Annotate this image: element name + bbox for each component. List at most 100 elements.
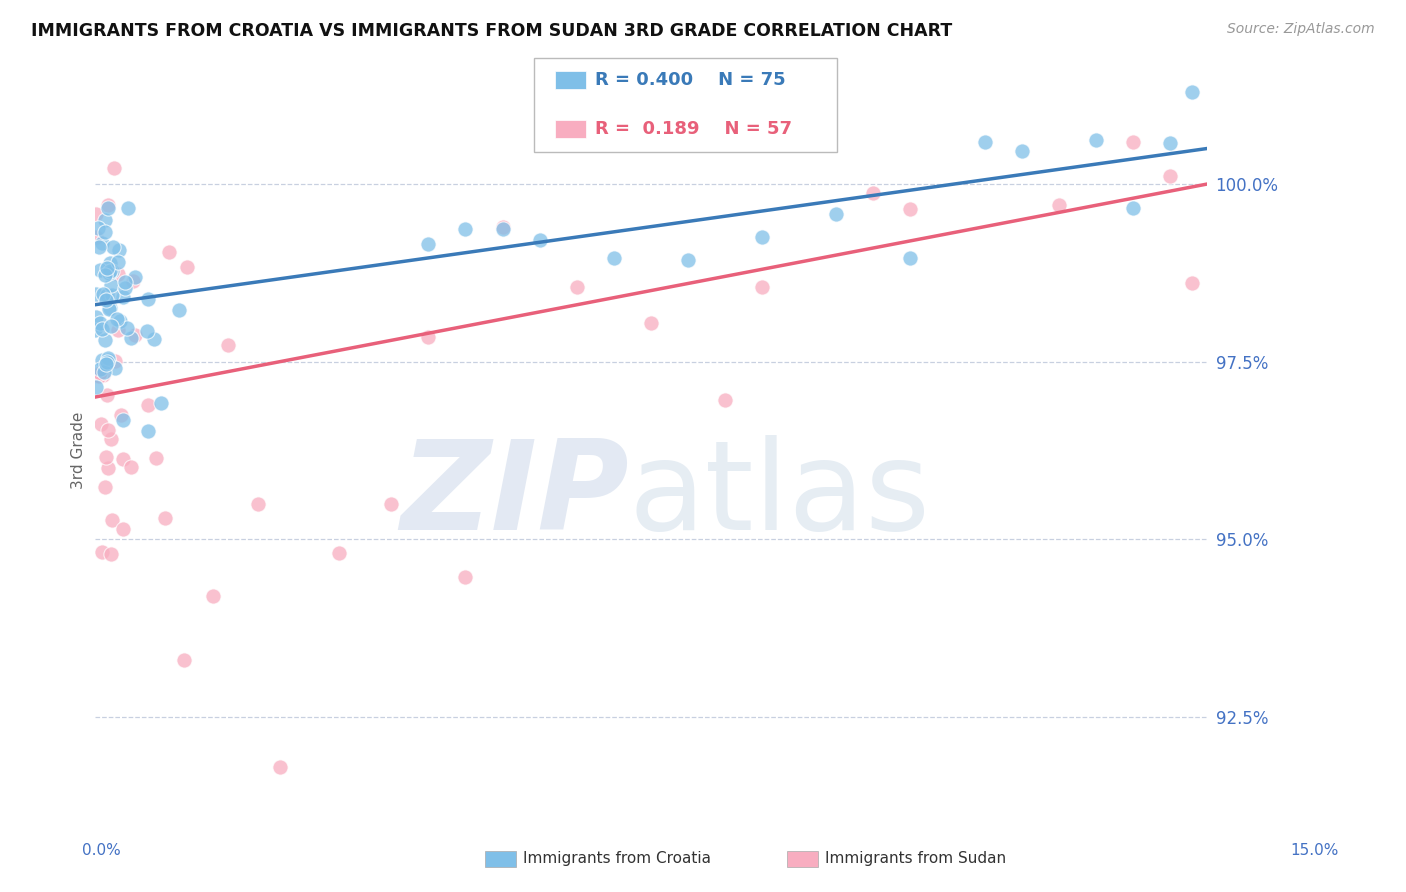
Point <box>94 213 117 227</box>
Point <box>97 201 120 215</box>
Point <box>603 251 626 265</box>
Point <box>84 323 107 337</box>
Point <box>103 161 125 175</box>
Point <box>900 202 922 217</box>
Point <box>900 251 922 265</box>
Point <box>169 303 191 318</box>
Point <box>1047 198 1070 212</box>
Point <box>145 450 167 465</box>
Point <box>136 324 159 338</box>
Point <box>98 301 121 316</box>
Point <box>94 225 117 239</box>
Point <box>110 408 132 422</box>
Point <box>89 366 111 380</box>
Point <box>202 589 225 603</box>
Point <box>104 353 127 368</box>
Point <box>96 261 118 276</box>
Point <box>101 264 124 278</box>
Point <box>86 286 108 301</box>
Point <box>1122 135 1144 149</box>
Text: 15.0%: 15.0% <box>1291 843 1339 857</box>
Point <box>1159 169 1181 183</box>
Point <box>84 310 107 325</box>
Point <box>107 255 129 269</box>
Point <box>143 332 166 346</box>
Point <box>89 316 111 330</box>
Point <box>136 293 159 307</box>
Point <box>96 357 118 371</box>
Point <box>97 460 120 475</box>
Point <box>217 338 239 352</box>
Point <box>84 207 107 221</box>
Point <box>84 380 107 394</box>
Point <box>153 510 176 524</box>
Text: ZIP: ZIP <box>399 434 628 556</box>
Point <box>112 290 135 304</box>
Point <box>97 266 120 280</box>
Point <box>115 320 138 334</box>
Point <box>105 312 128 326</box>
Point <box>825 207 848 221</box>
Point <box>104 360 127 375</box>
Text: R = 0.400    N = 75: R = 0.400 N = 75 <box>595 71 786 89</box>
Point <box>93 333 115 347</box>
Point <box>89 263 111 277</box>
Point <box>117 201 139 215</box>
Point <box>120 331 142 345</box>
Point <box>454 221 477 235</box>
Point <box>91 352 114 367</box>
Point <box>1181 276 1204 290</box>
Point <box>246 497 269 511</box>
Point <box>454 569 477 583</box>
Point <box>136 398 159 412</box>
Point <box>90 545 112 559</box>
Text: R =  0.189    N = 57: R = 0.189 N = 57 <box>595 120 792 138</box>
Text: Immigrants from Sudan: Immigrants from Sudan <box>825 852 1007 866</box>
Point <box>96 388 118 402</box>
Point <box>973 135 995 149</box>
Point <box>91 286 114 301</box>
Text: 0.0%: 0.0% <box>82 843 121 857</box>
Point <box>94 268 117 283</box>
Y-axis label: 3rd Grade: 3rd Grade <box>72 412 86 489</box>
Point <box>100 318 122 333</box>
Point <box>112 452 135 467</box>
Point <box>114 281 136 295</box>
Point <box>751 279 773 293</box>
Point <box>94 450 117 464</box>
Point <box>120 459 142 474</box>
Point <box>87 240 110 254</box>
Point <box>90 235 112 250</box>
Point <box>150 396 173 410</box>
Point <box>98 255 121 269</box>
Point <box>101 513 124 527</box>
Point <box>90 322 112 336</box>
Point <box>86 230 108 244</box>
Point <box>107 267 129 281</box>
Point <box>100 277 122 292</box>
Text: atlas: atlas <box>628 434 931 556</box>
Point <box>114 275 136 289</box>
Point <box>491 220 513 235</box>
Point <box>98 264 121 278</box>
Text: Source: ZipAtlas.com: Source: ZipAtlas.com <box>1227 22 1375 37</box>
Point <box>640 316 662 330</box>
Point <box>491 221 513 235</box>
Point <box>1084 133 1107 147</box>
Point <box>269 759 291 773</box>
Point <box>418 237 440 252</box>
Point <box>418 329 440 343</box>
Point <box>108 243 131 257</box>
Point <box>380 497 402 511</box>
Point <box>101 288 124 302</box>
Point <box>87 221 110 235</box>
Point <box>121 273 143 287</box>
Point <box>1159 136 1181 150</box>
Point <box>103 240 125 254</box>
Point <box>96 354 118 368</box>
Point <box>124 328 146 343</box>
Point <box>89 361 111 376</box>
Point <box>1122 201 1144 215</box>
Point <box>111 413 134 427</box>
Point <box>107 323 129 337</box>
